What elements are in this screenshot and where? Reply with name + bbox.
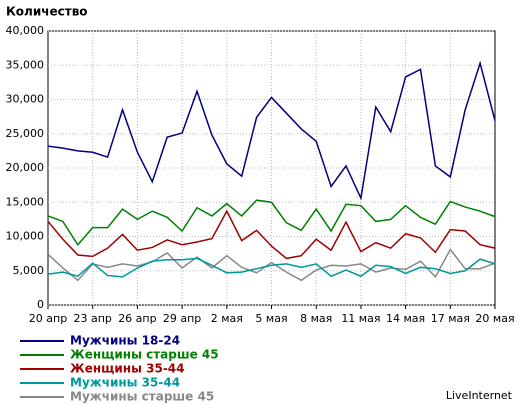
- series-line: [47, 199, 496, 246]
- y-tick-label: 35,000: [6, 58, 45, 71]
- legend-label: Женщины старше 45: [70, 348, 219, 362]
- plot-area: [47, 30, 496, 306]
- chart-title: Количество: [6, 5, 88, 19]
- y-tick-label: 25,000: [6, 127, 45, 140]
- y-tick-label: 0: [37, 298, 44, 311]
- series-line: [47, 209, 496, 260]
- y-tick-label: 10,000: [6, 230, 45, 243]
- legend-label: Мужчины 35-44: [70, 376, 180, 390]
- legend-label: Женщины 35-44: [70, 362, 185, 376]
- x-tick-label: 11 мая: [341, 312, 380, 325]
- x-tick-label: 20 мая: [475, 312, 514, 325]
- series-line: [47, 257, 496, 278]
- x-tick-label: 26 апр: [118, 312, 156, 325]
- x-tick-label: 20 апр: [29, 312, 67, 325]
- x-tick-label: 17 мая: [431, 312, 470, 325]
- legend-label: Мужчины 18-24: [70, 334, 180, 348]
- x-tick-label: 29 апр: [163, 312, 201, 325]
- x-tick-label: 5 мая: [255, 312, 287, 325]
- x-tick-label: 14 мая: [386, 312, 425, 325]
- y-tick-label: 30,000: [6, 93, 45, 106]
- series-line: [47, 248, 496, 282]
- y-tick-label: 20,000: [6, 161, 45, 174]
- series-line: [47, 60, 496, 201]
- x-tick-label: 8 мая: [300, 312, 332, 325]
- x-tick-label: 2 мая: [211, 312, 243, 325]
- x-tick-label: 23 апр: [73, 312, 111, 325]
- y-tick-label: 15,000: [6, 195, 45, 208]
- legend-label: Мужчины старше 45: [70, 390, 214, 404]
- y-tick-label: 5,000: [13, 264, 45, 277]
- y-tick-label: 40,000: [6, 24, 45, 37]
- footer: LiveInternet: [446, 389, 513, 402]
